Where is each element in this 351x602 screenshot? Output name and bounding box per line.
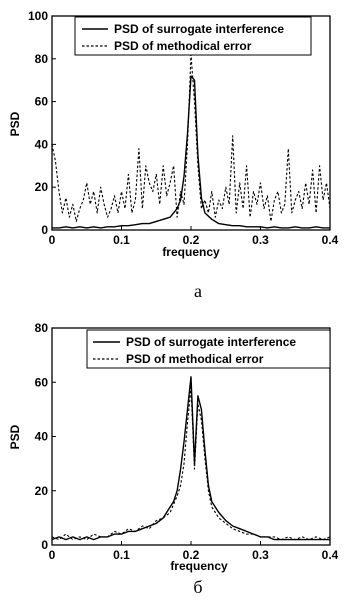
y-tick-label: 80 — [35, 52, 49, 66]
y-tick-label: 100 — [28, 9, 48, 23]
chart-b-ticks: 0 0.1 0.2 0.3 0.4 0 20 40 60 80 — [35, 321, 339, 562]
chart-a: 0 0.1 0.2 0.3 0.4 0 20 40 60 80 100 frequency PSD … — [8, 9, 339, 301]
y-tick-label: 60 — [35, 375, 49, 389]
chart-b-legend-label-1: PSD of surrogate interference — [126, 335, 296, 349]
chart-b-series-methodical-error-line — [51, 387, 331, 541]
chart-b-series-surrogate-interference-line — [51, 376, 330, 541]
chart-b-legend-label-2: PSD of methodical error — [126, 352, 264, 366]
chart-a-legend: PSD of surrogate interference PSD of met… — [74, 16, 312, 56]
y-tick-label: 40 — [35, 430, 49, 444]
x-tick-label: 0.1 — [113, 233, 130, 247]
y-tick-label: 0 — [41, 223, 48, 237]
x-tick-label: 0.1 — [113, 548, 130, 562]
chart-b-ylabel: PSD — [8, 424, 22, 449]
chart-b-legend-box — [86, 329, 331, 369]
x-tick-label: 0.3 — [252, 233, 269, 247]
chart-b-xlabel: frequency — [170, 559, 228, 573]
chart-a-caption: а — [194, 281, 202, 301]
chart-a-series-surrogate-interference-line — [52, 75, 330, 229]
chart-b-marks — [51, 376, 331, 541]
y-tick-label: 40 — [35, 137, 49, 151]
chart-a-ticks: 0 0.1 0.2 0.3 0.4 0 20 40 60 80 100 — [28, 9, 339, 247]
x-tick-label: 0.2 — [183, 548, 200, 562]
chart-b: 0 0.1 0.2 0.3 0.4 0 20 40 60 80 frequency PSD PSD… — [8, 321, 339, 597]
x-tick-label: 0 — [49, 548, 56, 562]
y-tick-label: 60 — [35, 95, 49, 109]
chart-b-caption: б — [193, 577, 202, 597]
x-tick-label: 0.4 — [322, 548, 339, 562]
x-tick-label: 0.4 — [322, 233, 339, 247]
y-tick-label: 20 — [35, 484, 49, 498]
chart-a-legend-box — [74, 16, 312, 56]
chart-b-legend: PSD of surrogate interference PSD of met… — [86, 329, 331, 369]
x-tick-label: 0.2 — [183, 233, 200, 247]
y-tick-label: 20 — [35, 180, 49, 194]
y-tick-label: 80 — [35, 321, 49, 335]
x-tick-label: 0 — [49, 233, 56, 247]
x-tick-label: 0.3 — [252, 548, 269, 562]
chart-a-legend-label-2: PSD of methodical error — [114, 39, 252, 53]
chart-a-legend-label-1: PSD of surrogate interference — [114, 22, 284, 36]
chart-a-ylabel: PSD — [8, 111, 22, 136]
y-tick-label: 0 — [41, 538, 48, 552]
chart-a-xlabel: frequency — [162, 245, 220, 259]
